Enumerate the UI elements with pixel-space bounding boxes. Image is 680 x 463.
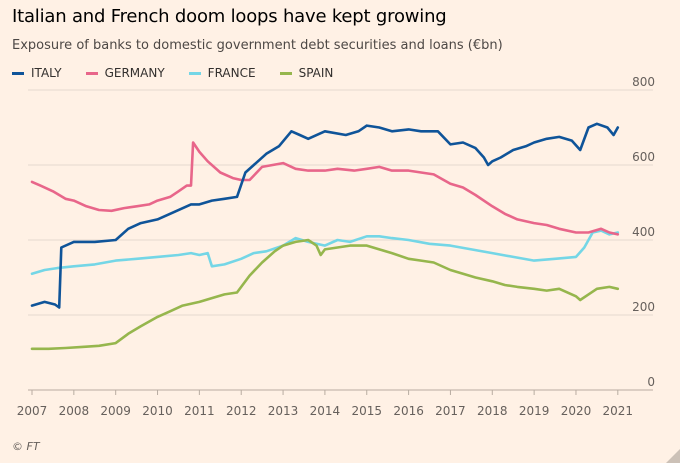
x-tick-label: 2008: [59, 404, 90, 418]
legend-swatch-spain: [279, 71, 292, 75]
legend-swatch-italy: [12, 71, 24, 75]
legend-swatch-germany: [85, 71, 98, 75]
y-axis-ticks: 800 600 400 200 0: [632, 75, 655, 389]
series-line-spain: [30, 238, 620, 351]
legend-item-france: FRANCE: [188, 66, 256, 80]
chart-subtitle: Exposure of banks to domestic government…: [12, 38, 503, 53]
x-tick-label: 2011: [184, 404, 215, 418]
series-line-france: [30, 229, 620, 276]
legend-item-italy: ITALY: [12, 66, 62, 80]
y-tick-label: 400: [632, 225, 655, 239]
y-tick-label: 800: [632, 75, 655, 89]
series-line-italy: [30, 122, 620, 309]
x-tick-label: 2010: [142, 404, 173, 418]
y-tick-label: 0: [647, 375, 655, 389]
x-tick-label: 2007: [17, 404, 48, 418]
corner-mark: [666, 449, 680, 463]
legend-label-italy: ITALY: [31, 66, 62, 80]
legend-label-france: FRANCE: [207, 66, 256, 80]
chart-title: Italian and French doom loops have kept …: [12, 6, 447, 27]
x-tick-label: 2018: [477, 404, 508, 418]
x-tick-label: 2015: [351, 404, 382, 418]
series-lines: [30, 122, 620, 351]
x-tick-label: 2020: [561, 404, 592, 418]
y-tick-label: 600: [632, 150, 655, 164]
legend: ITALY GERMANY FRANCE SPAIN: [12, 66, 333, 80]
y-tick-label: 200: [632, 300, 655, 314]
x-tick-label: 2014: [310, 404, 341, 418]
x-tick-label: 2009: [100, 404, 131, 418]
legend-label-spain: SPAIN: [298, 66, 334, 80]
x-tick-label: 2021: [603, 404, 634, 418]
legend-item-spain: SPAIN: [279, 66, 334, 80]
x-tick-label: 2012: [226, 404, 257, 418]
x-tick-label: 2017: [435, 404, 466, 418]
series-line-germany: [30, 141, 620, 236]
x-tick-label: 2016: [393, 404, 424, 418]
x-axis-ticks: 2007 2008 2009 2010 2011 2012 2013 2014 2015 2016…: [17, 390, 633, 418]
legend-label-germany: GERMANY: [104, 66, 165, 80]
legend-item-germany: GERMANY: [85, 66, 165, 80]
source-credit: © FT: [12, 440, 40, 453]
x-tick-label: 2019: [519, 404, 550, 418]
legend-swatch-france: [188, 71, 201, 75]
x-tick-label: 2013: [268, 404, 299, 418]
